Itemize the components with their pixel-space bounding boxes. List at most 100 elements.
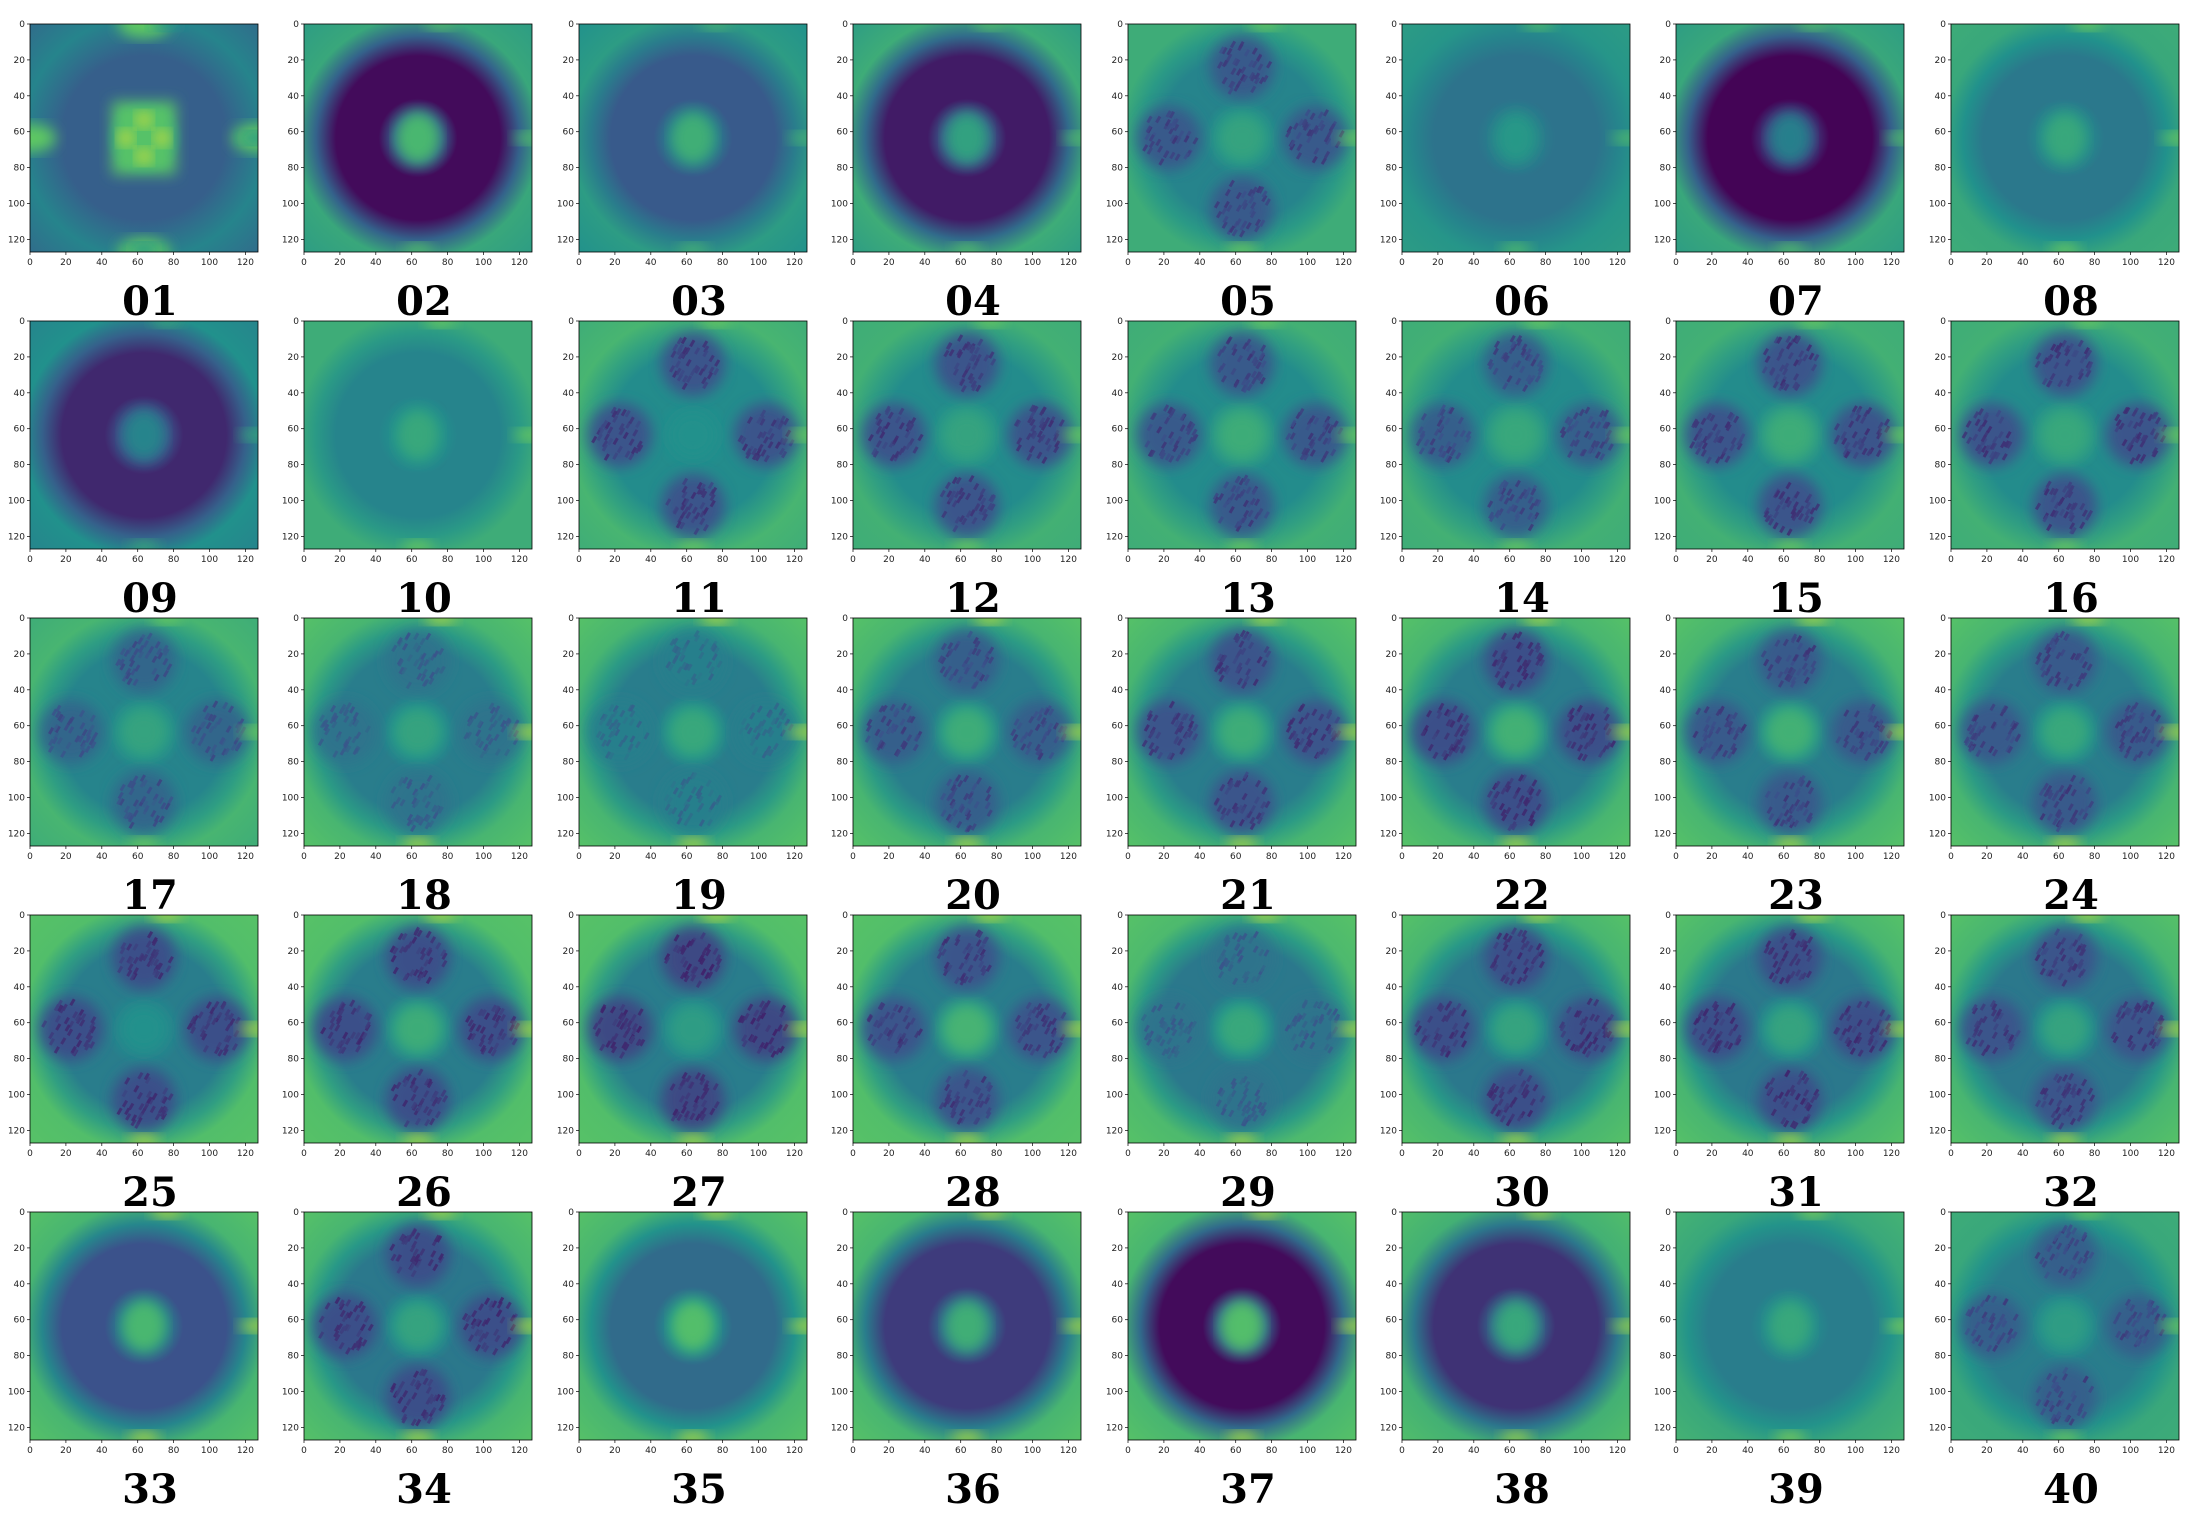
x-tick-label: 80 bbox=[991, 1149, 1003, 1159]
y-tick-label: 80 bbox=[1112, 164, 1124, 174]
x-tick-label: 0 bbox=[1399, 1446, 1405, 1456]
x-tick-label: 40 bbox=[1194, 1149, 1206, 1159]
x-tick-label: 80 bbox=[1266, 258, 1278, 268]
heatmap-panel-29: 0 20 40 60 80 100 120 0 20 40 60 80 100 120 29 bbox=[1106, 911, 1398, 1215]
y-tick-label: 60 bbox=[14, 1019, 26, 1029]
y-tick-label: 120 bbox=[1654, 1423, 1671, 1433]
x-tick-label: 60 bbox=[132, 1149, 144, 1159]
y-tick-label: 0 bbox=[1117, 1208, 1123, 1218]
y-tick-label: 120 bbox=[8, 829, 25, 839]
x-tick-label: 120 bbox=[511, 1446, 528, 1456]
x-tick-label: 100 bbox=[1847, 852, 1864, 862]
y-tick-label: 0 bbox=[568, 20, 574, 30]
heatmap-plot: 0 20 40 60 80 100 120 0 20 40 60 80 100 120 bbox=[831, 1208, 1082, 1456]
y-tick-label: 100 bbox=[1106, 1388, 1123, 1398]
x-tick-label: 40 bbox=[919, 1149, 931, 1159]
x-tick-label: 60 bbox=[132, 852, 144, 862]
panel-number-label: 33 bbox=[122, 1466, 178, 1513]
panel-number-label: 15 bbox=[1768, 575, 1824, 622]
x-tick-label: 120 bbox=[786, 1149, 803, 1159]
y-tick-label: 0 bbox=[293, 20, 299, 30]
x-tick-label: 80 bbox=[1266, 1149, 1278, 1159]
x-tick-label: 0 bbox=[850, 258, 856, 268]
y-tick-label: 40 bbox=[1660, 686, 1672, 696]
y-tick-label: 20 bbox=[14, 353, 26, 363]
heatmap-panel-07: 0 20 40 60 80 100 120 0 20 40 60 80 100 120 07 bbox=[1654, 20, 1946, 324]
x-tick-label: 120 bbox=[511, 258, 528, 268]
y-tick-label: 0 bbox=[293, 1208, 299, 1218]
y-tick-label: 40 bbox=[1660, 983, 1672, 993]
y-tick-label: 40 bbox=[837, 389, 849, 399]
panel-number-label: 17 bbox=[122, 872, 178, 919]
x-tick-label: 60 bbox=[681, 258, 693, 268]
y-tick-label: 20 bbox=[1386, 353, 1398, 363]
heatmap-panel-33: 0 20 40 60 80 100 120 0 20 40 60 80 100 120 33 bbox=[8, 1208, 300, 1513]
x-tick-label: 40 bbox=[370, 1149, 382, 1159]
y-tick-label: 20 bbox=[837, 56, 849, 66]
x-tick-label: 40 bbox=[1742, 555, 1754, 565]
y-tick-label: 60 bbox=[1660, 1316, 1672, 1326]
y-tick-label: 20 bbox=[563, 947, 575, 957]
y-tick-label: 0 bbox=[293, 911, 299, 921]
y-tick-label: 120 bbox=[1380, 1126, 1397, 1136]
x-tick-label: 120 bbox=[1883, 1446, 1900, 1456]
x-tick-label: 120 bbox=[1883, 852, 1900, 862]
heatmap-plot: 0 20 40 60 80 100 120 0 20 40 60 80 100 120 bbox=[1106, 911, 1357, 1159]
y-tick-label: 100 bbox=[282, 794, 299, 804]
x-tick-label: 20 bbox=[609, 852, 621, 862]
y-tick-label: 40 bbox=[1935, 983, 1947, 993]
y-tick-label: 80 bbox=[1935, 1352, 1947, 1362]
x-tick-label: 60 bbox=[2053, 1149, 2065, 1159]
y-tick-label: 40 bbox=[837, 686, 849, 696]
x-tick-label: 120 bbox=[1335, 258, 1352, 268]
x-tick-label: 20 bbox=[1432, 852, 1444, 862]
x-tick-label: 80 bbox=[717, 1446, 729, 1456]
x-tick-label: 20 bbox=[1706, 1446, 1718, 1456]
x-tick-label: 40 bbox=[645, 1149, 657, 1159]
x-tick-label: 100 bbox=[1847, 1149, 1864, 1159]
y-tick-label: 0 bbox=[568, 1208, 574, 1218]
y-tick-label: 100 bbox=[1929, 1388, 1946, 1398]
x-tick-label: 80 bbox=[991, 1446, 1003, 1456]
heatmap-plot: 0 20 40 60 80 100 120 0 20 40 60 80 100 120 bbox=[1654, 911, 1905, 1159]
x-tick-label: 80 bbox=[1540, 258, 1552, 268]
x-tick-label: 80 bbox=[1814, 555, 1826, 565]
y-tick-label: 20 bbox=[1935, 56, 1947, 66]
x-tick-label: 100 bbox=[475, 1149, 492, 1159]
y-tick-label: 100 bbox=[1380, 1091, 1397, 1101]
y-tick-label: 60 bbox=[1935, 1019, 1947, 1029]
panel-number-label: 31 bbox=[1768, 1169, 1824, 1216]
x-tick-label: 80 bbox=[168, 258, 180, 268]
x-tick-label: 20 bbox=[609, 1446, 621, 1456]
x-tick-label: 80 bbox=[2089, 258, 2101, 268]
heatmap-plot: 0 20 40 60 80 100 120 0 20 40 60 80 100 120 bbox=[1654, 317, 1905, 565]
y-tick-label: 20 bbox=[563, 353, 575, 363]
y-tick-label: 60 bbox=[837, 1019, 849, 1029]
x-tick-label: 80 bbox=[1266, 1446, 1278, 1456]
y-tick-label: 20 bbox=[1660, 1244, 1672, 1254]
y-tick-label: 40 bbox=[288, 1280, 300, 1290]
y-tick-label: 120 bbox=[8, 235, 25, 245]
y-tick-label: 60 bbox=[288, 722, 300, 732]
y-tick-label: 120 bbox=[1654, 1126, 1671, 1136]
heatmap-plot: 0 20 40 60 80 100 120 0 20 40 60 80 100 120 bbox=[1106, 1208, 1357, 1456]
y-tick-label: 40 bbox=[1386, 983, 1398, 993]
x-tick-label: 100 bbox=[750, 1446, 767, 1456]
x-tick-label: 100 bbox=[1573, 555, 1590, 565]
y-tick-label: 80 bbox=[1112, 1352, 1124, 1362]
y-tick-label: 20 bbox=[1386, 1244, 1398, 1254]
x-tick-label: 120 bbox=[1883, 258, 1900, 268]
heatmap-plot: 0 20 40 60 80 100 120 0 20 40 60 80 100 120 bbox=[8, 317, 259, 565]
y-tick-label: 0 bbox=[1665, 1208, 1671, 1218]
x-tick-label: 80 bbox=[991, 852, 1003, 862]
x-tick-label: 60 bbox=[1778, 555, 1790, 565]
panel-number-label: 40 bbox=[2043, 1466, 2099, 1513]
y-tick-label: 40 bbox=[563, 983, 575, 993]
heatmap-panel-35: 0 20 40 60 80 100 120 0 20 40 60 80 100 120 35 bbox=[557, 1208, 849, 1512]
x-tick-label: 60 bbox=[1230, 258, 1242, 268]
panel-number-label: 24 bbox=[2043, 872, 2099, 919]
y-tick-label: 100 bbox=[831, 497, 848, 507]
x-tick-label: 100 bbox=[1299, 555, 1316, 565]
y-tick-label: 120 bbox=[557, 235, 574, 245]
